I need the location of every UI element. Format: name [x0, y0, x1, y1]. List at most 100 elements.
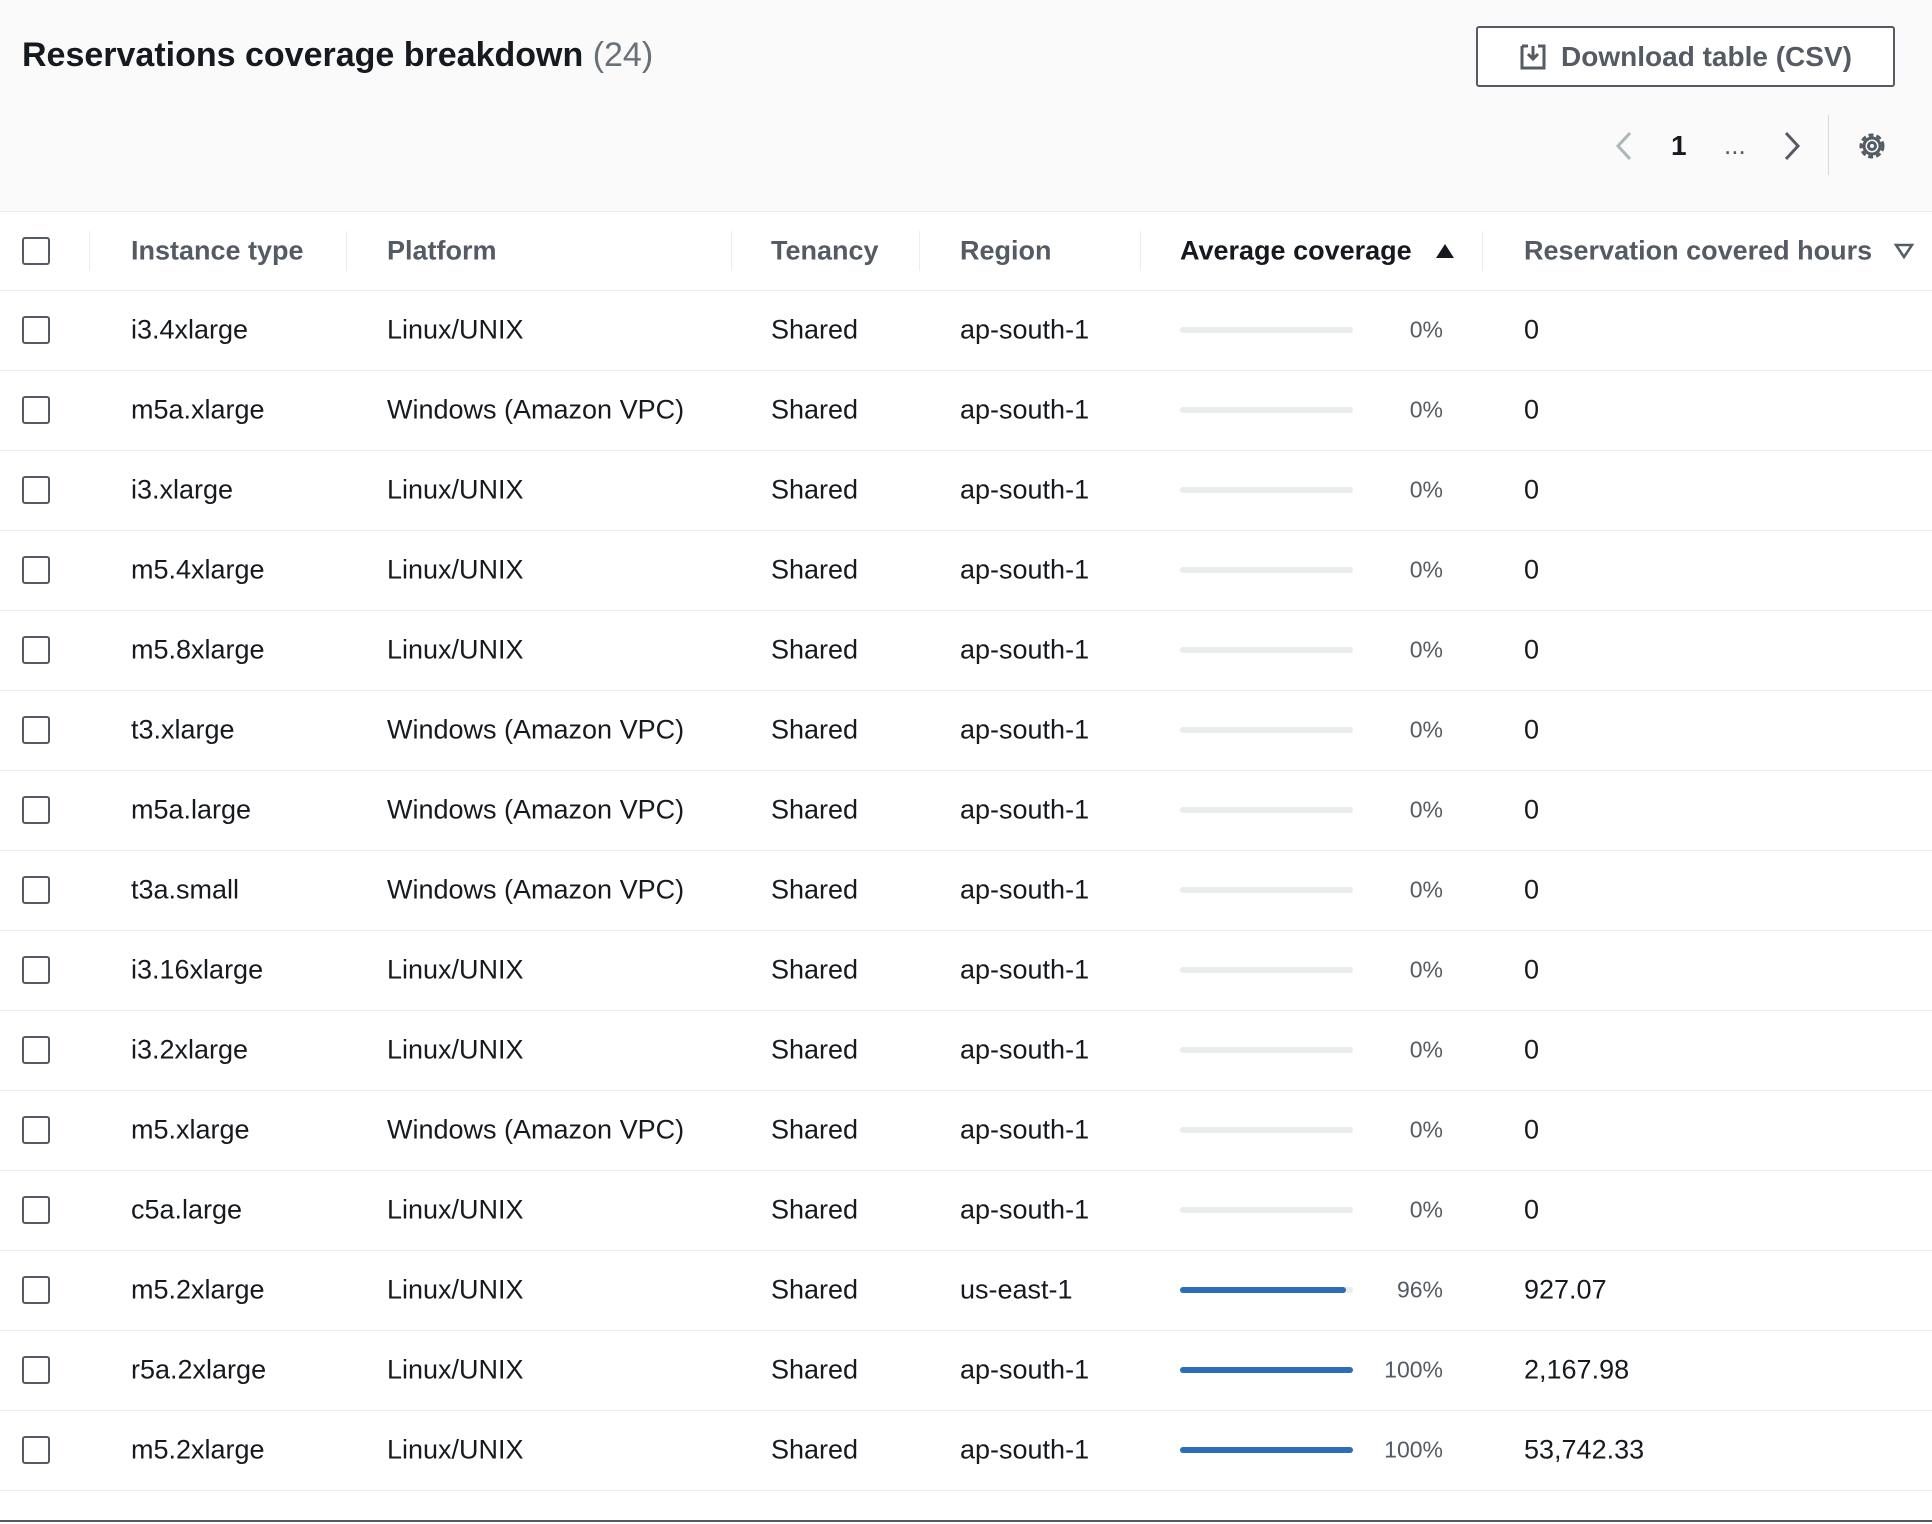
cell-instance: m5.xlarge	[131, 1114, 250, 1145]
cell-platform: Windows (Amazon VPC)	[387, 794, 685, 825]
row-checkbox[interactable]	[22, 1116, 50, 1144]
cell-region: us-east-1	[960, 1274, 1073, 1305]
column-header[interactable]: Region	[960, 235, 1052, 265]
row-checkbox[interactable]	[22, 1036, 50, 1064]
cell-instance: i3.xlarge	[131, 474, 234, 505]
coverage-track	[1180, 487, 1353, 493]
cell-region: ap-south-1	[960, 474, 1090, 505]
divider	[1828, 115, 1829, 175]
cell-instance: m5.2xlarge	[131, 1434, 265, 1465]
row-checkbox[interactable]	[22, 796, 50, 824]
coverage-label: 0%	[1409, 716, 1443, 743]
coverage-bar	[1180, 1367, 1353, 1373]
cell-region: ap-south-1	[960, 714, 1090, 745]
column-separator	[1482, 230, 1483, 271]
cell-platform: Linux/UNIX	[387, 1354, 524, 1385]
coverage-track	[1180, 327, 1353, 333]
cell-platform: Linux/UNIX	[387, 554, 524, 585]
column-header[interactable]: Average coverage	[1180, 235, 1412, 265]
cell-region: ap-south-1	[960, 1354, 1090, 1385]
cell-tenancy: Shared	[771, 1034, 859, 1065]
row-checkbox[interactable]	[22, 956, 50, 984]
coverage-bar	[1180, 1447, 1353, 1453]
row-checkbox[interactable]	[22, 1356, 50, 1384]
cell-hours: 0	[1524, 554, 1540, 585]
coverage-track	[1180, 1447, 1353, 1453]
select-all-checkbox[interactable]	[22, 236, 50, 265]
cell-instance: i3.16xlarge	[131, 954, 264, 985]
row-line	[0, 850, 1932, 851]
row-line	[0, 1490, 1932, 1491]
prev-page[interactable]	[1612, 130, 1636, 162]
next-page[interactable]	[1780, 130, 1804, 162]
cell-hours: 0	[1524, 794, 1540, 825]
cell-instance: r5a.2xlarge	[131, 1354, 267, 1385]
cell-hours: 0	[1524, 874, 1540, 905]
row-line	[0, 1170, 1932, 1171]
coverage-label: 0%	[1409, 876, 1443, 903]
coverage-label: 0%	[1409, 476, 1443, 503]
sort-icon[interactable]	[1434, 242, 1456, 260]
row-checkbox[interactable]	[22, 636, 50, 664]
row-line	[0, 1010, 1932, 1011]
column-header[interactable]: Tenancy	[771, 235, 879, 265]
cell-tenancy: Shared	[771, 634, 859, 665]
cell-tenancy: Shared	[771, 714, 859, 745]
cell-platform: Linux/UNIX	[387, 1194, 524, 1225]
column-separator	[1140, 230, 1141, 271]
column-header[interactable]: Platform	[387, 235, 497, 265]
cell-region: ap-south-1	[960, 1434, 1090, 1465]
settings-icon[interactable]	[1855, 129, 1889, 163]
page-number[interactable]: 1	[1671, 130, 1687, 161]
cell-tenancy: Shared	[771, 1354, 859, 1385]
cell-instance: c5a.large	[131, 1194, 243, 1225]
row-line	[0, 690, 1932, 691]
row-checkbox[interactable]	[22, 1276, 50, 1304]
sort-icon[interactable]	[1893, 242, 1915, 260]
column-header[interactable]: Reservation covered hours	[1524, 235, 1873, 265]
cell-region: ap-south-1	[960, 1194, 1090, 1225]
coverage-track	[1180, 407, 1353, 413]
cell-instance: t3a.small	[131, 874, 240, 905]
coverage-track	[1180, 567, 1353, 573]
cell-tenancy: Shared	[771, 394, 859, 425]
column-header[interactable]: Instance type	[131, 235, 304, 265]
cell-platform: Linux/UNIX	[387, 1434, 524, 1465]
row-checkbox[interactable]	[22, 716, 50, 744]
row-checkbox[interactable]	[22, 1436, 50, 1464]
cell-region: ap-south-1	[960, 1114, 1090, 1145]
row-checkbox[interactable]	[22, 876, 50, 904]
cell-platform: Linux/UNIX	[387, 1034, 524, 1065]
row-checkbox[interactable]	[22, 316, 50, 344]
coverage-label: 0%	[1409, 316, 1443, 343]
cell-tenancy: Shared	[771, 794, 859, 825]
cell-hours: 927.07	[1524, 1274, 1607, 1305]
row-checkbox[interactable]	[22, 476, 50, 504]
title: Reservations coverage breakdown	[22, 36, 584, 74]
cell-hours: 0	[1524, 954, 1540, 985]
row-checkbox[interactable]	[22, 1196, 50, 1224]
coverage-label: 0%	[1409, 1036, 1443, 1063]
coverage-track	[1180, 887, 1353, 893]
coverage-label: 0%	[1409, 956, 1443, 983]
coverage-label: 0%	[1409, 636, 1443, 663]
cell-hours: 0	[1524, 314, 1540, 345]
cell-tenancy: Shared	[771, 1194, 859, 1225]
title-row: Reservations coverage breakdown (24)	[22, 36, 653, 75]
coverage-track	[1180, 647, 1353, 653]
coverage-track	[1180, 807, 1353, 813]
download-icon	[1520, 44, 1546, 69]
row-checkbox[interactable]	[22, 396, 50, 424]
page-ellipsis: ...	[1724, 130, 1746, 160]
cell-region: ap-south-1	[960, 794, 1090, 825]
cell-tenancy: Shared	[771, 474, 859, 505]
cell-tenancy: Shared	[771, 954, 859, 985]
column-separator	[89, 230, 90, 271]
cell-platform: Linux/UNIX	[387, 474, 524, 505]
cell-instance: m5a.xlarge	[131, 394, 265, 425]
row-line	[0, 610, 1932, 611]
coverage-label: 100%	[1384, 1436, 1443, 1463]
row-checkbox[interactable]	[22, 556, 50, 584]
download-button[interactable]: Download table (CSV)	[1476, 26, 1895, 87]
cell-hours: 0	[1524, 474, 1540, 505]
